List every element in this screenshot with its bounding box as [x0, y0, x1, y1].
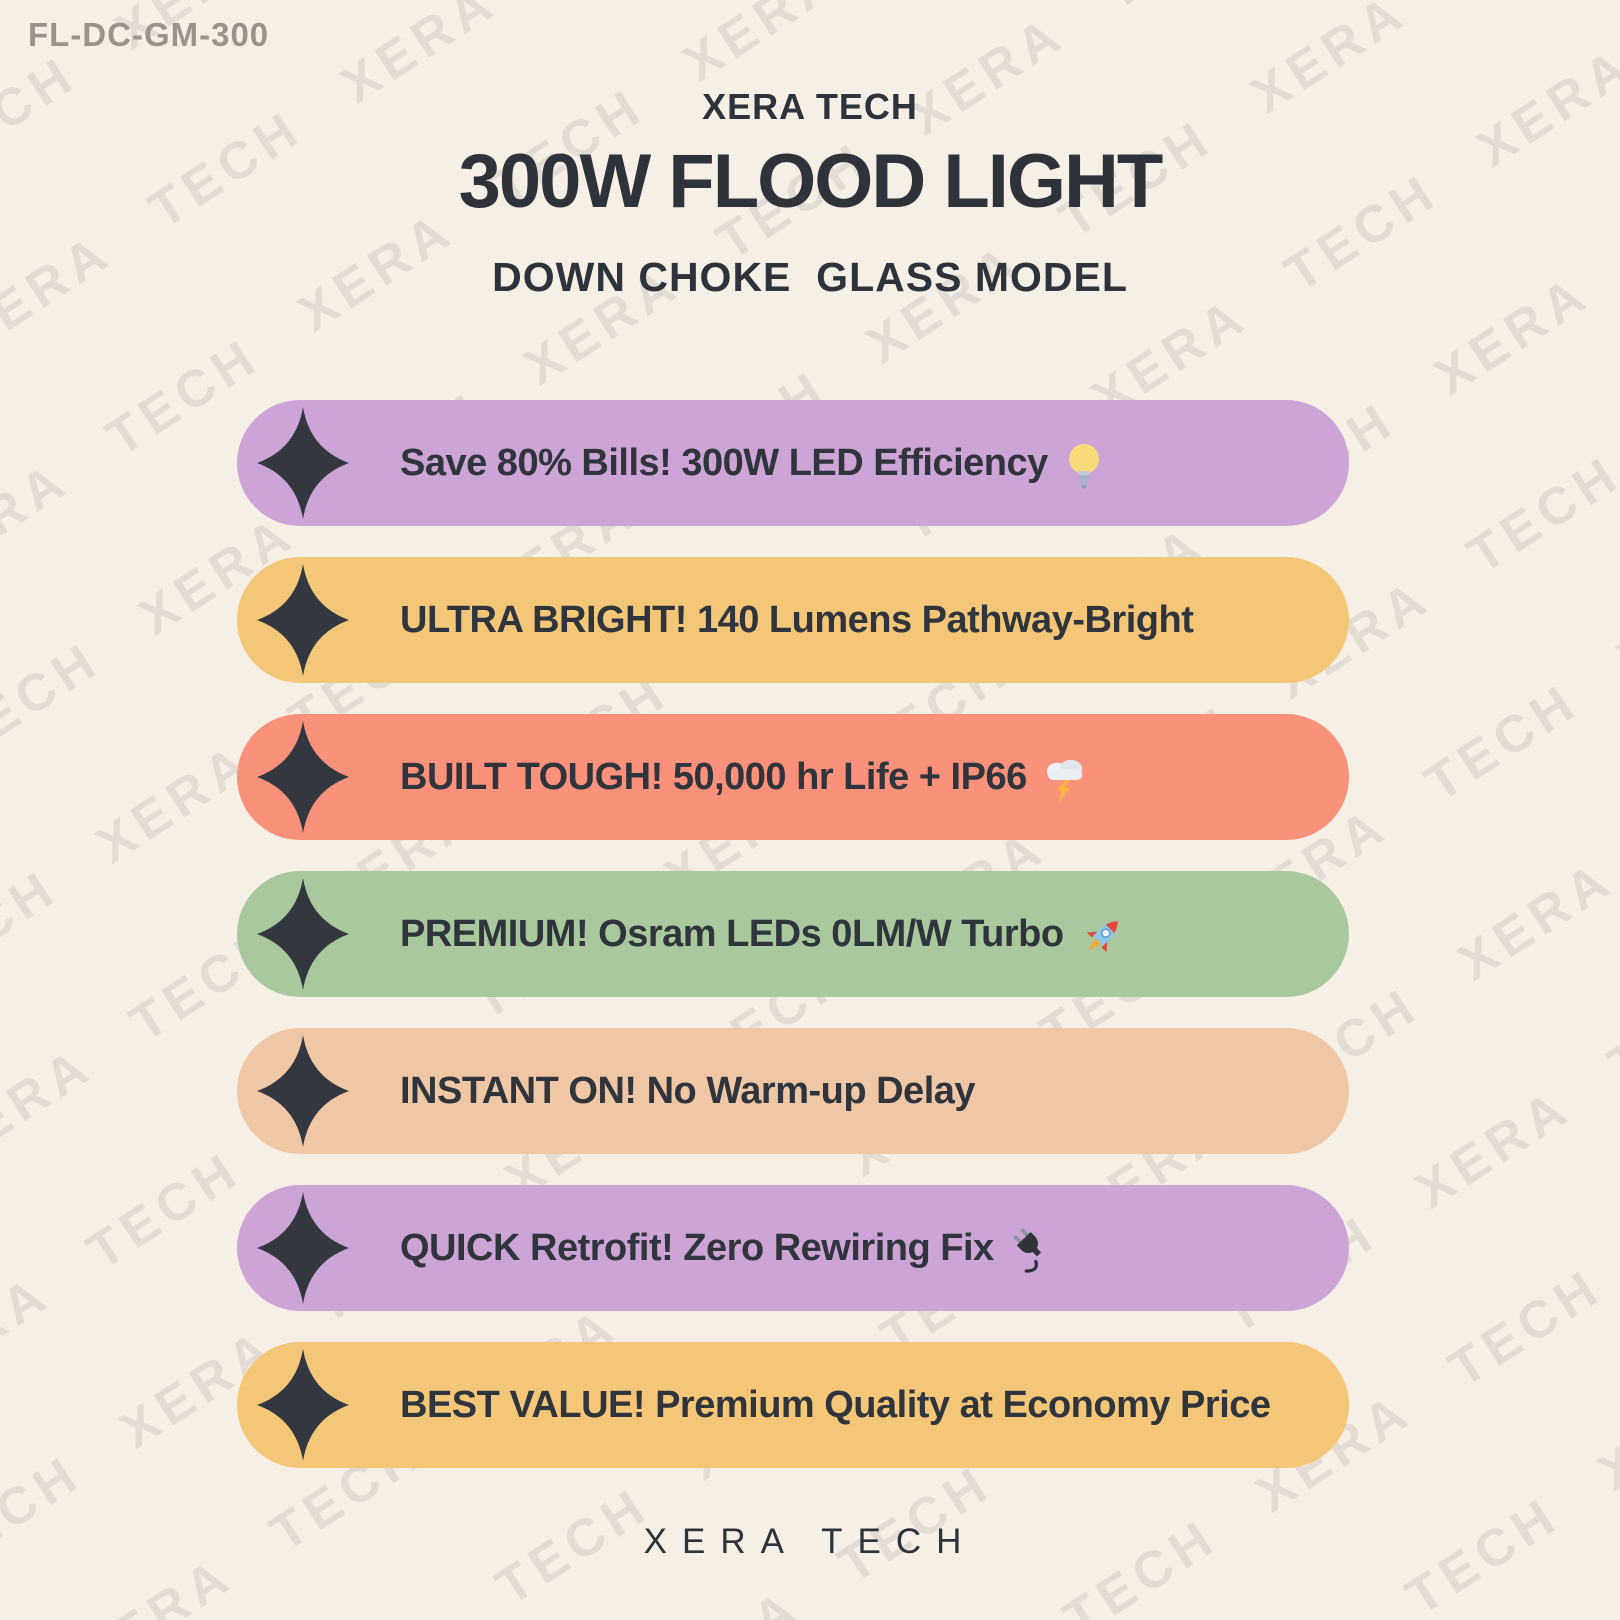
feature-pill-2: ULTRA BRIGHT! 140 Lumens Pathway-Bright [237, 557, 1349, 683]
feature-text: Save 80% Bills! 300W LED Efficiency [400, 441, 1048, 484]
page-subtitle: DOWN CHOKE GLASS MODEL [492, 254, 1128, 300]
model-code: FL-DC-GM-300 [28, 16, 270, 53]
page-title: 300W FLOOD LIGHT [458, 139, 1164, 224]
feature-pill-1: Save 80% Bills! 300W LED Efficiency [237, 400, 1349, 526]
feature-text: INSTANT ON! No Warm-up Delay [400, 1069, 976, 1112]
feature-text: BUILT TOUGH! 50,000 hr Life + IP66 [400, 755, 1027, 798]
brand-kicker: XERA TECH [702, 86, 918, 127]
sparkle-star-icon [257, 721, 349, 833]
feature-pill-5: INSTANT ON! No Warm-up Delay [237, 1028, 1349, 1154]
feature-text: ULTRA BRIGHT! 140 Lumens Pathway-Bright [400, 598, 1194, 641]
rocket-emoji-icon [1080, 913, 1126, 959]
feature-pill-7: BEST VALUE! Premium Quality at Economy P… [237, 1342, 1349, 1468]
light-bulb-emoji-icon [1064, 441, 1104, 489]
sparkle-star-icon [257, 1349, 349, 1461]
sparkle-star-icon [257, 1035, 349, 1147]
feature-pill-6: QUICK Retrofit! Zero Rewiring Fix [237, 1185, 1349, 1311]
feature-text: BEST VALUE! Premium Quality at Economy P… [400, 1383, 1271, 1426]
footer-brand: XERA TECH [643, 1522, 977, 1561]
storm-cloud-lightning-emoji-icon [1043, 755, 1087, 803]
feature-pill-4: PREMIUM! Osram LEDs 0LM/W Turbo [237, 871, 1349, 997]
feature-pill-3: BUILT TOUGH! 50,000 hr Life + IP66 [237, 714, 1349, 840]
feature-text: QUICK Retrofit! Zero Rewiring Fix [400, 1226, 994, 1269]
sparkle-star-icon [257, 407, 349, 519]
sparkle-star-icon [257, 564, 349, 676]
sparkle-star-icon [257, 878, 349, 990]
feature-text: PREMIUM! Osram LEDs 0LM/W Turbo [400, 912, 1064, 955]
sparkle-star-icon [257, 1192, 349, 1304]
electric-plug-emoji-icon [1010, 1227, 1054, 1273]
